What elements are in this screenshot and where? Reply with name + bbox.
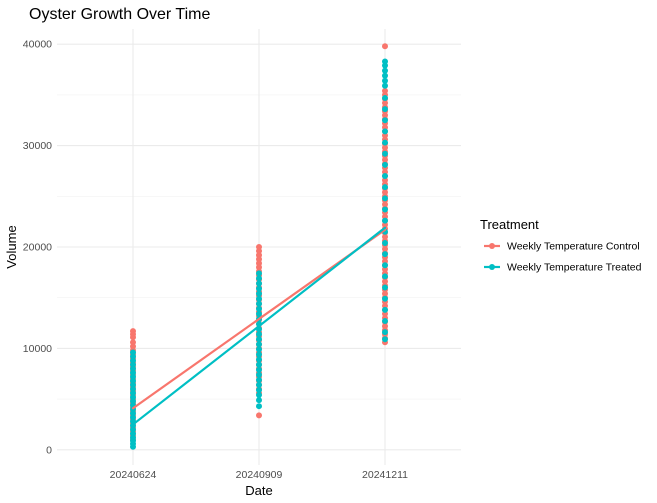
data-point [256,376,262,383]
data-point [256,310,262,317]
data-point [256,412,262,419]
data-point [382,77,388,84]
data-point [130,443,136,450]
data-points [130,43,388,450]
legend-label: Weekly Temperature Treated [507,262,642,274]
data-point [256,290,262,297]
data-point [382,94,388,101]
y-tick-label: 20000 [23,242,52,254]
data-point [256,366,262,373]
y-tick-label: 40000 [23,39,52,51]
x-tick-label: 20241211 [362,469,408,481]
data-point [256,403,262,410]
y-tick-label: 10000 [23,343,52,355]
data-point [382,139,388,146]
y-tick-label: 30000 [23,140,52,152]
data-point [382,262,388,269]
data-point [382,117,388,124]
data-point [130,334,136,341]
trend-lines [131,226,387,426]
trend-line [131,226,387,426]
data-point [382,239,388,246]
data-point [256,371,262,378]
x-tick-label: 20240624 [110,469,157,481]
data-point [256,270,262,277]
data-point [382,295,388,302]
data-point [256,275,262,282]
legend-key-point [489,243,495,249]
data-point [256,392,262,399]
data-point [382,82,388,89]
data-point [382,43,388,50]
data-point [382,173,388,180]
legend: Treatment Weekly Temperature Control Week… [480,217,642,274]
data-point [382,161,388,168]
y-tick-label: 0 [46,444,52,456]
data-point [256,305,262,312]
x-axis-ticks: 20240624 20240909 20241211 [110,469,408,481]
data-point [256,361,262,368]
legend-key-point [489,264,495,270]
data-point [256,341,262,348]
chart-title: Oyster Growth Over Time [29,6,210,23]
y-axis-title: Volume [4,225,19,268]
data-point [382,206,388,213]
data-point [256,300,262,307]
data-point [382,306,388,313]
data-point [382,67,388,74]
data-point [382,336,388,343]
data-point [382,318,388,325]
legend-title: Treatment [480,217,539,232]
data-point [382,128,388,135]
data-point [256,351,262,358]
data-point [382,62,388,69]
data-point [382,72,388,79]
data-point [382,150,388,157]
data-point [382,329,388,336]
x-tick-label: 20240909 [236,469,283,481]
data-point [382,284,388,291]
data-point [382,217,388,224]
data-point [382,251,388,258]
data-point [256,397,262,404]
data-point [256,356,262,363]
data-point [256,280,262,287]
data-point [382,184,388,191]
y-axis-ticks: 0 10000 20000 30000 40000 [23,39,52,457]
legend-label: Weekly Temperature Control [507,241,640,253]
data-point [256,386,262,393]
x-axis-title: Date [245,483,272,498]
data-point [256,295,262,302]
data-point [256,346,262,353]
data-point [382,106,388,113]
data-point [256,381,262,388]
data-point [382,195,388,202]
data-point [382,273,388,280]
data-point [256,285,262,292]
data-point [256,331,262,338]
data-point [256,336,262,343]
